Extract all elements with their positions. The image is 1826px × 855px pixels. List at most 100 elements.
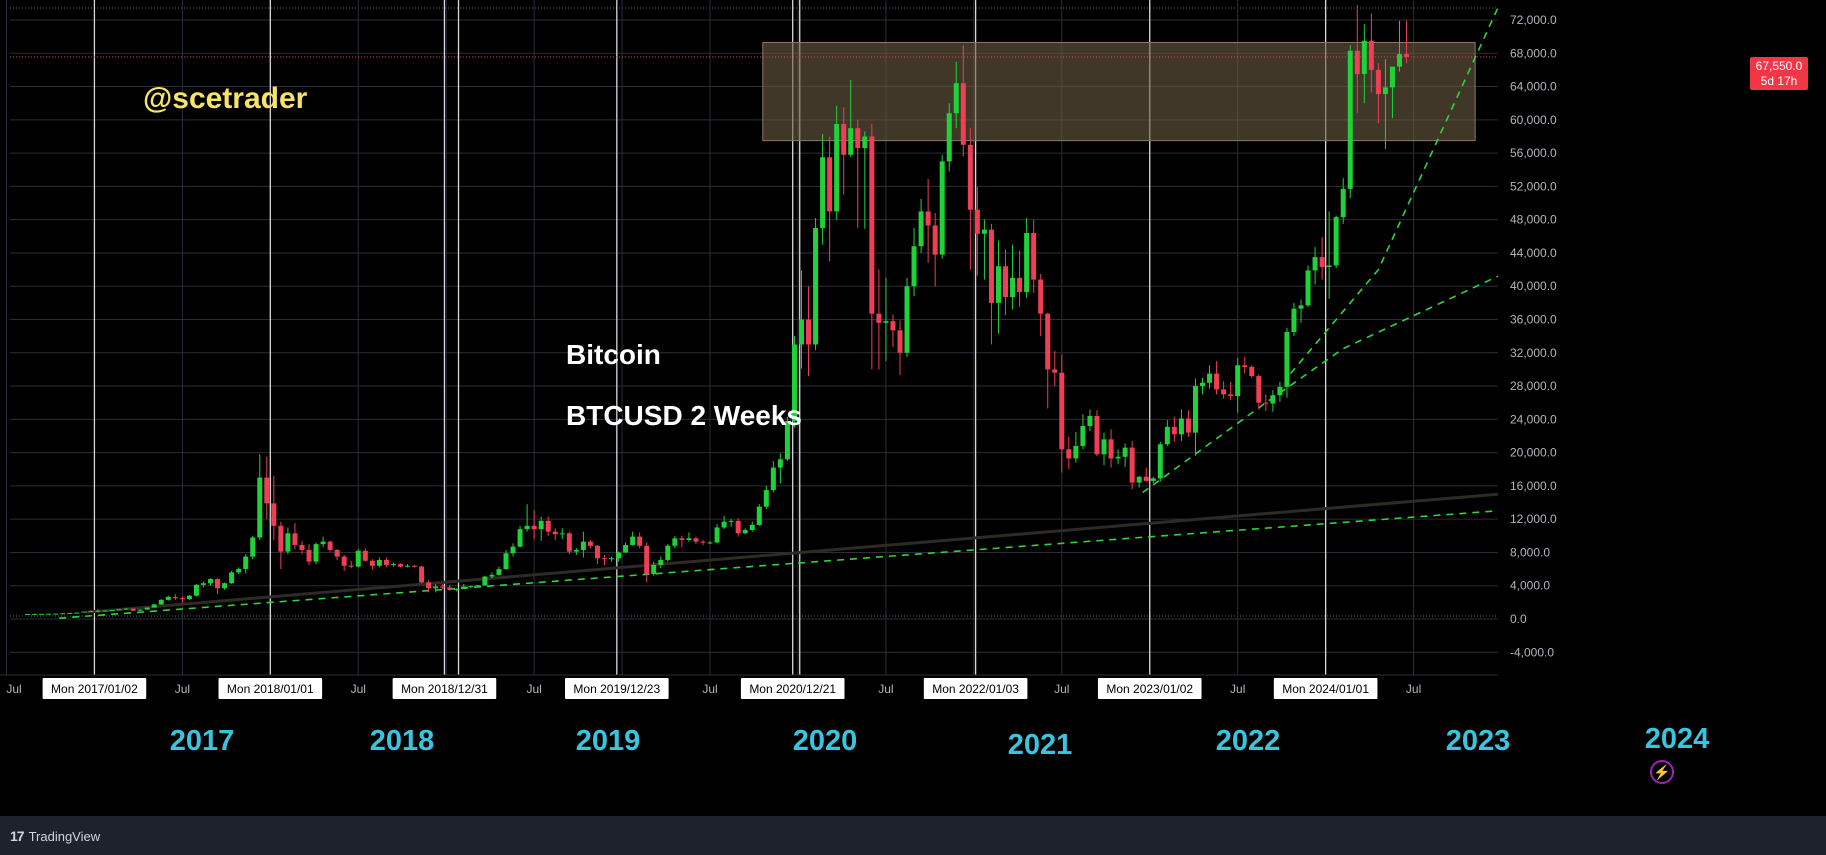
bear-candle bbox=[1185, 418, 1191, 433]
bear-candle bbox=[601, 558, 607, 560]
bull-candle bbox=[236, 569, 242, 573]
bear-candle bbox=[1038, 279, 1044, 314]
bear-candle bbox=[531, 525, 537, 530]
bull-candle bbox=[1284, 331, 1290, 387]
bull-candle bbox=[904, 286, 910, 353]
bull-candle bbox=[200, 583, 206, 585]
bear-candle bbox=[552, 531, 558, 535]
lightning-icon[interactable]: ⚡ bbox=[1650, 760, 1674, 784]
bull-candle bbox=[88, 611, 94, 613]
bear-candle bbox=[130, 608, 136, 611]
time-marker-box bbox=[923, 678, 1028, 699]
bull-candle bbox=[482, 576, 488, 586]
bear-candle bbox=[306, 549, 312, 562]
bear-candle bbox=[271, 503, 277, 526]
bear-candle bbox=[637, 536, 643, 546]
bull-candle bbox=[1347, 50, 1353, 189]
bull-candle bbox=[186, 595, 192, 600]
price-tick-label: 44,000.0 bbox=[1510, 246, 1557, 260]
resistance-zone[interactable] bbox=[762, 41, 1476, 142]
bull-candle bbox=[791, 344, 797, 421]
bull-candle bbox=[433, 586, 439, 589]
bull-candle bbox=[74, 612, 80, 614]
price-tick-label: 0.0 bbox=[1510, 612, 1527, 626]
bar-countdown: 5d 17h bbox=[1760, 74, 1798, 88]
time-tick-label: Jul bbox=[351, 682, 366, 696]
bear-candle bbox=[299, 544, 305, 550]
bull-candle bbox=[1270, 395, 1276, 404]
trendline[interactable] bbox=[1142, 275, 1499, 494]
bear-candle bbox=[369, 560, 375, 566]
year-label: 2024 bbox=[1645, 723, 1710, 755]
bull-candle bbox=[95, 610, 101, 612]
bull-candle bbox=[756, 506, 762, 525]
bear-candle bbox=[1249, 366, 1255, 377]
bull-candle bbox=[229, 572, 235, 584]
bear-candle bbox=[1263, 402, 1269, 404]
bull-candle bbox=[784, 420, 790, 460]
instrument-title: Bitcoin bbox=[566, 339, 661, 370]
time-marker-box bbox=[392, 678, 497, 699]
bear-candle bbox=[932, 225, 938, 255]
bull-candle bbox=[834, 123, 840, 212]
bear-candle bbox=[334, 549, 340, 557]
bear-candle bbox=[362, 550, 368, 561]
bull-candle bbox=[813, 227, 819, 345]
bear-candle bbox=[1031, 232, 1037, 280]
bull-candle bbox=[461, 586, 467, 590]
time-marker-label: Mon 2019/12/23 bbox=[573, 682, 660, 696]
bull-candle bbox=[1101, 439, 1107, 455]
bull-candle bbox=[770, 467, 776, 491]
bear-candle bbox=[264, 477, 270, 504]
time-marker-box bbox=[1097, 678, 1202, 699]
price-tick-label: 20,000.0 bbox=[1510, 446, 1557, 460]
bull-candle bbox=[609, 558, 615, 560]
bull-candle bbox=[81, 611, 87, 613]
bull-candle bbox=[820, 157, 826, 228]
bull-candle bbox=[658, 559, 664, 565]
trendline[interactable] bbox=[1289, 7, 1499, 375]
bear-candle bbox=[1045, 313, 1051, 370]
bull-candle bbox=[763, 490, 769, 507]
bull-candle bbox=[1200, 382, 1206, 387]
tv-mark: 17 bbox=[10, 828, 25, 844]
bear-candle bbox=[1066, 449, 1072, 459]
price-chart[interactable]: 72,000.0 68,000.0 64,000.0 60,000.0 56,000.0… bbox=[0, 0, 1826, 816]
bear-candle bbox=[327, 541, 333, 550]
bull-candle bbox=[911, 246, 917, 287]
bull-candle bbox=[1115, 456, 1121, 459]
trendline[interactable] bbox=[59, 510, 1499, 619]
bear-candle bbox=[447, 587, 453, 590]
bear-candle bbox=[890, 321, 896, 331]
last-price-value: 67,550.0 bbox=[1755, 59, 1803, 73]
bull-candle bbox=[981, 229, 987, 234]
bear-candle bbox=[855, 128, 861, 149]
price-tick-label: 36,000.0 bbox=[1510, 313, 1557, 327]
bull-candle bbox=[285, 533, 291, 552]
bull-candle bbox=[313, 544, 319, 562]
last-price-badge: 67,550.0 5d 17h bbox=[1750, 57, 1808, 90]
long-term-trendline[interactable] bbox=[85, 492, 1499, 614]
bear-candle bbox=[806, 319, 812, 345]
bull-candle bbox=[510, 546, 516, 554]
bull-candle bbox=[1010, 277, 1016, 298]
bear-candle bbox=[1404, 54, 1410, 58]
time-tick-label: Jul bbox=[1406, 682, 1421, 696]
bear-candle bbox=[587, 541, 593, 546]
bear-candle bbox=[1221, 389, 1227, 395]
time-tick-label: Jul bbox=[175, 682, 190, 696]
bear-candle bbox=[1143, 476, 1149, 481]
bear-candle bbox=[1017, 277, 1023, 293]
bull-candle bbox=[208, 579, 214, 584]
bull-candle bbox=[165, 596, 171, 600]
bull-candle bbox=[1087, 416, 1093, 426]
bull-candle bbox=[918, 211, 924, 247]
bull-candle bbox=[1340, 188, 1346, 218]
bull-candle bbox=[489, 574, 495, 577]
price-axis-background[interactable] bbox=[1498, 0, 1826, 700]
bull-candle bbox=[742, 529, 748, 534]
bull-candle bbox=[1312, 257, 1318, 271]
bull-candle bbox=[67, 612, 73, 614]
tradingview-logo-icon[interactable]: 17 TradingView bbox=[10, 828, 100, 844]
